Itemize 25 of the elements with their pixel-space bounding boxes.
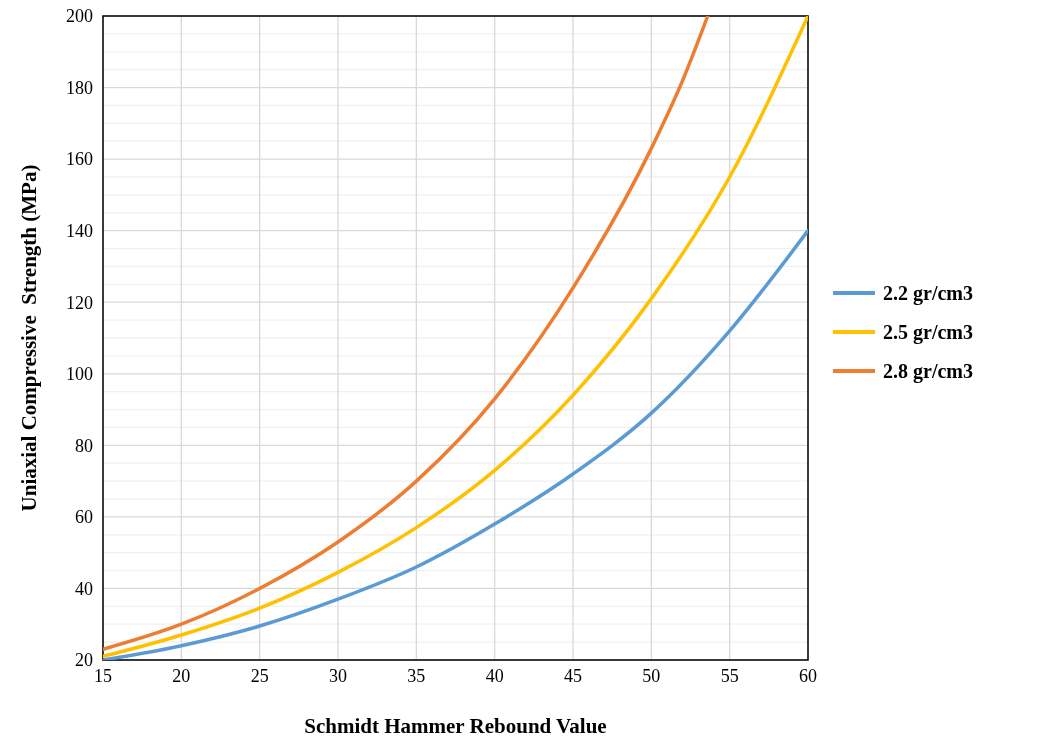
y-tick-label: 60	[75, 507, 93, 528]
x-tick-label: 60	[799, 666, 817, 686]
x-tick-label: 25	[250, 666, 269, 686]
x-tick-label: 15	[94, 666, 112, 686]
x-tick-label: 30	[329, 666, 347, 686]
y-tick-label: 140	[66, 220, 93, 241]
y-tick-label: 80	[75, 435, 93, 456]
y-tick-label: 200	[66, 6, 93, 27]
x-tick-label: 35	[407, 666, 426, 686]
x-tick-label: 50	[642, 666, 661, 686]
x-tick-label: 45	[564, 666, 582, 686]
y-tick-label: 100	[66, 364, 93, 385]
x-tick-label: 40	[485, 666, 504, 686]
x-tick-label: 20	[172, 666, 191, 686]
y-axis-title: Uniaxial Compressive Strength (MPa)	[17, 164, 41, 512]
y-tick-label: 20	[75, 650, 93, 671]
y-tick-label: 40	[75, 578, 93, 599]
x-tick-label: 55	[720, 666, 739, 686]
legend-label: 2.5 gr/cm3	[883, 321, 973, 344]
y-tick-label: 120	[66, 292, 93, 313]
legend-label: 2.2 gr/cm3	[883, 282, 973, 305]
y-tick-label: 160	[66, 149, 93, 170]
legend-label: 2.8 gr/cm3	[883, 360, 973, 383]
x-axis-title: Schmidt Hammer Rebound Value	[304, 714, 607, 738]
y-tick-label: 180	[66, 77, 93, 98]
